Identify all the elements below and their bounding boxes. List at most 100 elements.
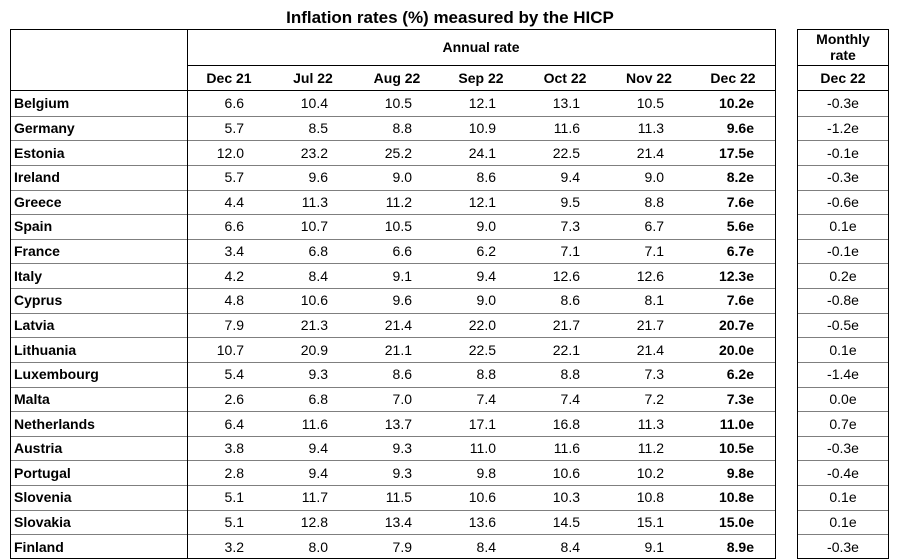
cell-value: 10.5 bbox=[384, 218, 412, 235]
cell-value: 9.0 bbox=[392, 169, 412, 186]
country-name: Latvia bbox=[14, 317, 55, 333]
cell-value: 21.7 bbox=[552, 317, 580, 333]
cell-value: 14.5 bbox=[552, 514, 580, 531]
cell-value: 8.0 bbox=[308, 538, 328, 555]
cell-value: 10.8 bbox=[636, 489, 664, 506]
cell-value: 21.3 bbox=[300, 317, 328, 333]
monthly-value: 0.1e bbox=[829, 341, 857, 358]
cell-value: 10.6 bbox=[552, 464, 580, 481]
cell-value: 7.4 bbox=[560, 390, 580, 407]
cell-value: 25.2 bbox=[384, 144, 412, 161]
monthly-value: -0.3e bbox=[827, 95, 859, 112]
country-name: Ireland bbox=[14, 169, 60, 186]
cell-value: 6.6 bbox=[224, 218, 244, 235]
cell-value: 6.8 bbox=[308, 390, 328, 407]
cell-value: 10.2 bbox=[636, 464, 664, 481]
cell-value: 8.8 bbox=[560, 366, 580, 383]
monthly-value: 0.1e bbox=[829, 489, 857, 506]
column-header: Sep 22 bbox=[458, 70, 504, 86]
latest-value: 8.9e bbox=[726, 538, 754, 555]
monthly-value: 0.7e bbox=[829, 415, 857, 432]
country-name: Netherlands bbox=[14, 415, 95, 432]
latest-value: 9.6e bbox=[726, 119, 754, 136]
cell-value: 6.8 bbox=[308, 243, 328, 260]
latest-value: 5.6e bbox=[726, 218, 754, 235]
monthly-value: -0.3e bbox=[827, 169, 859, 186]
cell-value: 6.6 bbox=[392, 243, 412, 260]
cell-value: 11.3 bbox=[637, 415, 664, 432]
country-name: Portugal bbox=[14, 464, 71, 481]
cell-value: 11.2 bbox=[385, 193, 412, 210]
column-header: Aug 22 bbox=[373, 70, 421, 86]
latest-value: 12.3e bbox=[718, 267, 754, 284]
cell-value: 10.4 bbox=[300, 95, 328, 112]
cell-value: 16.8 bbox=[552, 415, 580, 432]
latest-value: 20.0e bbox=[718, 341, 754, 358]
cell-value: 7.3 bbox=[560, 218, 580, 235]
cell-value: 22.0 bbox=[468, 317, 496, 333]
latest-value: 7.6e bbox=[726, 292, 754, 309]
cell-value: 9.0 bbox=[476, 218, 496, 235]
cell-value: 9.6 bbox=[308, 169, 328, 186]
column-header: Oct 22 bbox=[543, 70, 587, 86]
country-name: Belgium bbox=[14, 95, 70, 112]
monthly-value: -0.1e bbox=[827, 144, 859, 161]
cell-value: 9.5 bbox=[560, 193, 580, 210]
cell-value: 21.4 bbox=[636, 144, 664, 161]
cell-value: 21.1 bbox=[384, 341, 412, 358]
cell-value: 12.1 bbox=[468, 95, 496, 112]
latest-value: 6.2e bbox=[726, 366, 754, 383]
monthly-value: -0.3e bbox=[827, 538, 859, 555]
cell-value: 8.8 bbox=[476, 366, 496, 383]
cell-value: 13.4 bbox=[384, 514, 412, 531]
cell-value: 11.5 bbox=[385, 489, 412, 506]
cell-value: 10.5 bbox=[384, 95, 412, 112]
latest-value: 10.5e bbox=[718, 440, 754, 457]
cell-value: 3.8 bbox=[224, 440, 244, 457]
column-header: Nov 22 bbox=[626, 70, 672, 86]
cell-value: 2.8 bbox=[224, 464, 244, 481]
column-header: Dec 22 bbox=[820, 70, 866, 86]
cell-value: 7.2 bbox=[644, 390, 664, 407]
cell-value: 8.8 bbox=[644, 193, 664, 210]
cell-value: 11.0 bbox=[469, 440, 496, 457]
monthly-value: -0.6e bbox=[827, 193, 859, 210]
cell-value: 8.4 bbox=[560, 538, 580, 555]
cell-value: 11.7 bbox=[301, 489, 328, 506]
cell-value: 9.8 bbox=[476, 464, 496, 481]
cell-value: 6.4 bbox=[224, 415, 244, 432]
cell-value: 5.7 bbox=[224, 119, 244, 136]
cell-value: 12.8 bbox=[300, 514, 328, 531]
cell-value: 11.2 bbox=[637, 440, 664, 457]
cell-value: 8.5 bbox=[308, 119, 328, 136]
country-name: Estonia bbox=[14, 144, 65, 161]
country-name: Spain bbox=[14, 218, 53, 235]
cell-value: 9.3 bbox=[392, 440, 412, 457]
monthly-value: -0.5e bbox=[827, 317, 859, 333]
latest-value: 10.2e bbox=[718, 95, 754, 112]
cell-value: 11.6 bbox=[553, 440, 580, 457]
cell-value: 20.9 bbox=[300, 341, 328, 358]
cell-value: 12.6 bbox=[552, 267, 580, 284]
cell-value: 21.7 bbox=[636, 317, 664, 333]
country-name: Finland bbox=[14, 538, 64, 555]
cell-value: 7.0 bbox=[392, 390, 412, 407]
cell-value: 6.6 bbox=[224, 95, 244, 112]
cell-value: 8.8 bbox=[392, 119, 412, 136]
cell-value: 3.2 bbox=[224, 538, 244, 555]
cell-value: 5.1 bbox=[224, 514, 244, 531]
country-name: Slovenia bbox=[14, 489, 72, 506]
cell-value: 9.4 bbox=[560, 169, 580, 186]
cell-value: 9.3 bbox=[392, 464, 412, 481]
latest-value: 8.2e bbox=[726, 169, 754, 186]
cell-value: 2.6 bbox=[224, 390, 244, 407]
cell-value: 10.7 bbox=[300, 218, 328, 235]
cell-value: 9.1 bbox=[644, 538, 664, 555]
cell-value: 10.9 bbox=[468, 119, 496, 136]
cell-value: 11.3 bbox=[301, 193, 328, 210]
country-name: Italy bbox=[14, 267, 43, 284]
latest-value: 17.5e bbox=[718, 144, 754, 161]
cell-value: 4.2 bbox=[224, 267, 244, 284]
latest-value: 11.0e bbox=[719, 415, 754, 432]
monthly-value: 0.0e bbox=[829, 390, 857, 407]
